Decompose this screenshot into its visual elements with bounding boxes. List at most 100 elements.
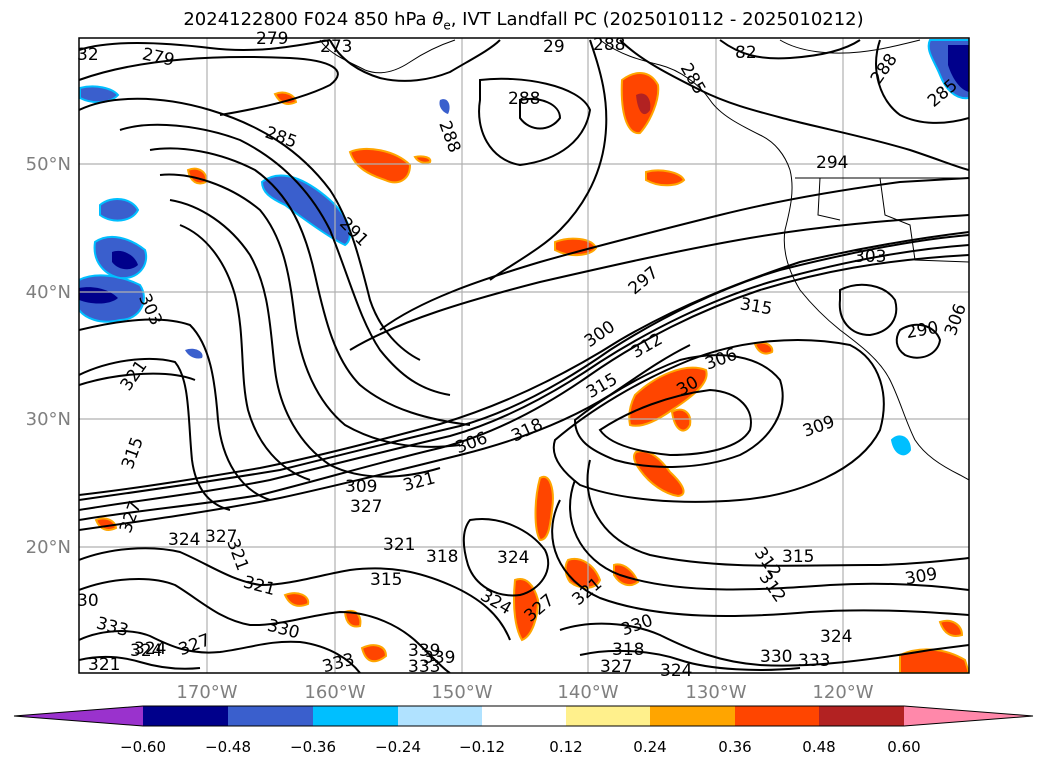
contour-label: 279 (256, 29, 288, 49)
contour-label: 339 (408, 641, 440, 661)
contour-label: 318 (426, 547, 458, 567)
contour-label: 303 (854, 247, 886, 267)
theta-e-contour (79, 578, 451, 673)
graticule (79, 38, 969, 673)
theta-e-contour (149, 147, 471, 426)
lat-label: 50°N (26, 154, 71, 175)
contour-label: 288 (593, 35, 625, 55)
ivt-patch (645, 169, 686, 187)
contour-label: 309 (345, 477, 377, 497)
ivt-patch (112, 250, 138, 270)
title-prefix: 2024122800 F024 850 hPa (183, 9, 433, 30)
theta-e-contour (875, 39, 969, 124)
contour-label: 32 (77, 45, 99, 65)
contour-label: 324 (134, 639, 166, 659)
ivt-patch (99, 198, 140, 222)
theta-e-contour (552, 339, 885, 503)
lon-label: 120°W (812, 682, 873, 703)
colorbar-tick-label: −0.36 (290, 738, 336, 756)
colorbar-tick-label: −0.24 (375, 738, 421, 756)
contour-label: 333 (798, 651, 830, 671)
theta-e-contour (169, 199, 441, 478)
contour-label: 294 (816, 153, 848, 173)
colorbar-bin (398, 706, 482, 726)
theta-e-contour (79, 372, 196, 386)
ivt-patch (413, 155, 432, 164)
lat-label: 20°N (26, 537, 71, 558)
ivt-patch (79, 85, 120, 104)
ivt-patch (439, 99, 450, 114)
theta-e-contour (895, 323, 942, 359)
contour-label: 324 (820, 627, 852, 647)
ivt-patch (938, 619, 964, 637)
colorbar-tick-label: −0.12 (459, 738, 505, 756)
theta-e-contour (119, 123, 451, 396)
theta-e-contour (79, 630, 361, 673)
contour-label: 318 (612, 640, 644, 660)
border (817, 177, 841, 221)
colorbar: −0.60 −0.48 −0.36 −0.24 −0.12 0.12 0.24 … (13, 705, 1034, 756)
ivt-patch (343, 610, 362, 628)
contour-label: 30 (77, 591, 99, 611)
theta-e-contour (586, 459, 969, 567)
theta-e-contour (79, 56, 339, 116)
theta-e-contours (79, 39, 969, 673)
contour-label: 321 (383, 535, 415, 555)
theta-e-contour (79, 39, 331, 51)
coastline (599, 39, 969, 481)
map-background (79, 38, 969, 673)
map-frame (78, 37, 970, 674)
theta-e-contour (329, 39, 501, 82)
ivt-patch (670, 408, 692, 432)
theta-e-contour (159, 173, 461, 448)
contour-label: 82 (735, 43, 757, 63)
ivt-patch (185, 348, 203, 359)
theta-e-contour (551, 499, 969, 617)
theta-e-contour (519, 98, 562, 130)
lon-label: 170°W (176, 682, 237, 703)
colorbar-extend-high (904, 706, 1033, 726)
contour-label: 324 (497, 548, 529, 568)
theta-e-contour (598, 388, 752, 457)
ivt-patch (273, 91, 298, 105)
theta-e-contour (559, 622, 969, 667)
coastline (779, 39, 921, 54)
ivt-patch (899, 648, 969, 673)
colorbar-bin (482, 706, 566, 726)
contour-label: 29 (543, 37, 565, 57)
theta-e-contour (79, 244, 969, 511)
longitude-labels: 170°W 160°W 150°W 140°W 130°W 120°W (176, 682, 873, 703)
contour-label: 324 (168, 530, 200, 550)
theta-e-contour (838, 283, 898, 337)
colorbar-extend-low (14, 706, 143, 726)
contour-label: 330 (760, 647, 792, 667)
contour-label: 327 (205, 527, 237, 547)
latitude-labels: 50°N 40°N 30°N 20°N (26, 154, 71, 558)
ivt-patch (628, 366, 708, 427)
ivt-patch (636, 93, 651, 115)
theta-e-contour (79, 547, 511, 641)
theta-e-contour (489, 39, 608, 281)
colorbar-bin (650, 706, 735, 726)
colorbar-outline (13, 705, 1034, 727)
colorbar-tick-label: −0.48 (205, 738, 251, 756)
colorbar-tick-label: 0.36 (718, 738, 751, 756)
contour-label: 327 (600, 657, 632, 677)
theta-e-contour (573, 354, 784, 468)
theta-e-contour (478, 77, 592, 167)
theta-e-contour (79, 234, 969, 501)
ivt-patch (283, 592, 310, 607)
coastline (319, 39, 456, 74)
theta-e-contour (462, 518, 550, 597)
ivt-patch (632, 450, 685, 498)
ivt-patch (890, 435, 912, 456)
theta-e-contour (569, 479, 969, 591)
theta-e-contour (719, 39, 861, 60)
colorbar-tick-label: 0.24 (633, 738, 666, 756)
colorbar-tick-label: 0.12 (549, 738, 582, 756)
ivt-patch (534, 475, 554, 542)
colorbar-bin (819, 706, 904, 726)
colorbar-bin (228, 706, 313, 726)
colorbar-tick-label: 0.48 (802, 738, 835, 756)
